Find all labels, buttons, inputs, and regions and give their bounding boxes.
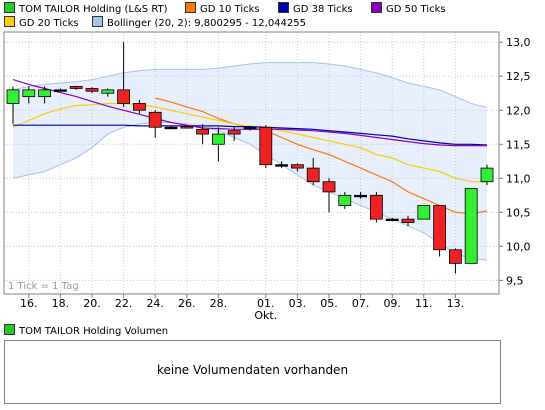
x-tick-label-2: 20. bbox=[83, 297, 101, 310]
candle-body-10 bbox=[164, 126, 178, 130]
legend-swatch-gd20 bbox=[4, 16, 15, 27]
legend-item-gd20: GD 20 Ticks bbox=[4, 16, 79, 30]
candle-body-4 bbox=[69, 86, 83, 89]
legend-item-gd38: GD 38 Ticks bbox=[278, 2, 353, 16]
legend-swatch-gd10 bbox=[185, 2, 196, 13]
x-tick-label-10: 07. bbox=[352, 297, 370, 310]
y-tick-label-3: 11,0 bbox=[506, 172, 531, 185]
volume-empty-message: keine Volumendaten vorhanden bbox=[156, 363, 349, 377]
candle-body-0 bbox=[6, 89, 20, 104]
candle-body-25 bbox=[401, 218, 415, 223]
legend-label-gd50: GD 50 Ticks bbox=[386, 4, 446, 15]
y-tick-label-0: 9,5 bbox=[506, 274, 524, 287]
ma-line-gd-10-ticks bbox=[155, 97, 488, 215]
x-tick-label-0: 16. bbox=[20, 297, 38, 310]
candle-body-12 bbox=[196, 128, 210, 135]
x-tick-label-9: 05. bbox=[320, 297, 338, 310]
legend-label-gd10: GD 10 Ticks bbox=[200, 4, 260, 15]
legend-label-bollinger: Bollinger (20, 2): 9,800295 - 12,044255 bbox=[107, 18, 306, 29]
candle-body-16 bbox=[259, 126, 273, 166]
candle-body-27 bbox=[433, 205, 447, 251]
y-tick-label-1: 10,0 bbox=[506, 240, 531, 253]
candle-body-19 bbox=[306, 167, 320, 183]
legend-swatch-volume bbox=[4, 324, 15, 335]
candle-body-17 bbox=[275, 164, 289, 167]
candle-body-8 bbox=[132, 103, 146, 111]
candle-body-14 bbox=[227, 130, 241, 135]
candle-body-23 bbox=[369, 194, 383, 220]
legend-label-price: TOM TAILOR Holding (L&S RT) bbox=[19, 4, 168, 15]
legend-item-gd50: GD 50 Ticks bbox=[371, 2, 446, 16]
volume-panel: keine Volumendaten vorhanden bbox=[4, 340, 501, 404]
axes: 9,5 10,0 10,5 11,0 11,5 12,0 12,5 13,0 16. 18. 20.… bbox=[3, 31, 531, 322]
x-tick-label-12: 11. bbox=[415, 297, 433, 310]
legend-swatch-bollinger bbox=[92, 16, 103, 27]
legend-label-volume: TOM TAILOR Holding Volumen bbox=[19, 326, 169, 337]
candle-body-29 bbox=[464, 188, 478, 264]
candle-body-3 bbox=[54, 89, 67, 92]
legend-swatch-gd38 bbox=[278, 2, 289, 13]
x-tick-label-5: 26. bbox=[178, 297, 196, 310]
candle-body-26 bbox=[417, 205, 431, 220]
y-tick-label-2: 10,5 bbox=[506, 206, 531, 219]
candle-body-30 bbox=[480, 167, 494, 183]
x-tick-label-7: 01. bbox=[257, 297, 275, 310]
legend-item-bollinger: Bollinger (20, 2): 9,800295 - 12,044255 bbox=[92, 16, 306, 30]
x-tick-label-13: 13. bbox=[447, 297, 465, 310]
candle-body-7 bbox=[117, 89, 130, 104]
candle-body-20 bbox=[322, 181, 336, 193]
plot-frame bbox=[3, 31, 500, 295]
candle-body-5 bbox=[85, 88, 99, 92]
candle-body-28 bbox=[448, 249, 462, 264]
legend-item-price: TOM TAILOR Holding (L&S RT) bbox=[4, 2, 168, 16]
legend-label-gd38: GD 38 Ticks bbox=[293, 4, 353, 15]
candle-body-2 bbox=[38, 89, 51, 98]
tick-note: 1 Tick = 1 Tag bbox=[8, 281, 79, 292]
candles bbox=[6, 42, 494, 274]
legend-item-gd10: GD 10 Ticks bbox=[185, 2, 260, 16]
price-chart: 9,5 10,0 10,5 11,0 11,5 12,0 12,5 13,0 16. 18. 20.… bbox=[3, 31, 531, 322]
bollinger-upper-line bbox=[12, 62, 488, 108]
candle-body-9 bbox=[148, 111, 162, 128]
candle-body-13 bbox=[211, 133, 225, 145]
x-tick-label-3: 22. bbox=[115, 297, 133, 310]
legend-swatch-price bbox=[4, 2, 15, 13]
candle-body-21 bbox=[338, 194, 352, 206]
candle-body-18 bbox=[290, 164, 304, 169]
y-tick-label-5: 12,0 bbox=[506, 104, 531, 117]
legend-label-gd20: GD 20 Ticks bbox=[19, 18, 79, 29]
x-tick-label-11: 09. bbox=[383, 297, 401, 310]
candle-body-22 bbox=[354, 194, 368, 198]
x-tick-label-1: 18. bbox=[52, 297, 70, 310]
candle-body-24 bbox=[385, 218, 399, 222]
y-tick-label-4: 11,5 bbox=[506, 138, 531, 151]
legend-swatch-gd50 bbox=[371, 2, 382, 13]
candle-body-1 bbox=[22, 89, 36, 98]
x-tick-label-4: 24. bbox=[146, 297, 164, 310]
candle-body-6 bbox=[101, 89, 115, 94]
candle-body-15 bbox=[243, 126, 257, 130]
y-tick-label-7: 13,0 bbox=[506, 36, 531, 49]
x-tick-label-8: 03. bbox=[289, 297, 307, 310]
x-tick-label-6: 28. bbox=[210, 297, 228, 310]
x-month-label: Okt. bbox=[254, 309, 277, 322]
candle-body-11 bbox=[180, 126, 194, 129]
legend-item-volume: TOM TAILOR Holding Volumen bbox=[4, 324, 168, 338]
y-tick-label-6: 12,5 bbox=[506, 70, 531, 83]
